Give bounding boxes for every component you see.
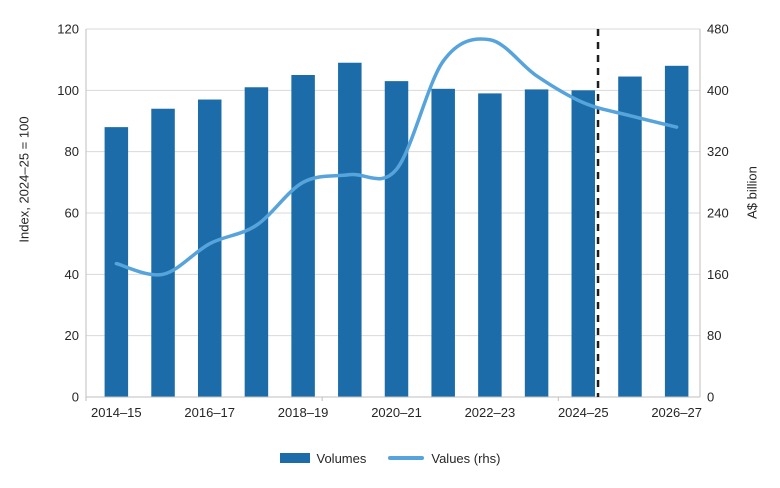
bar-volumes [571, 90, 596, 397]
right-axis-tick-label: 400 [707, 83, 729, 98]
right-axis-title: A$ billion [744, 166, 760, 219]
values-line-swatch-icon [388, 456, 425, 460]
x-axis-label: 2022–23 [465, 405, 516, 420]
x-axis-label: 2024–25 [558, 405, 609, 420]
right-axis-tick-label: 160 [707, 267, 729, 282]
legend: Volumes Values (rhs) [0, 447, 780, 469]
legend-item-values: Values (rhs) [388, 450, 501, 466]
bar-volumes [618, 76, 642, 398]
bar-volumes [478, 93, 502, 398]
left-axis-tick-label: 100 [57, 83, 79, 98]
bar-volumes [384, 81, 409, 397]
legend-item-volumes: Volumes [279, 450, 367, 466]
legend-label-values: Values (rhs) [431, 450, 501, 466]
left-axis-tick-label: 80 [65, 144, 79, 159]
volumes-swatch-icon [279, 453, 310, 463]
right-axis-tick-label: 0 [707, 390, 714, 405]
bar-volumes [244, 87, 269, 398]
x-axis-label: 2016–17 [184, 405, 235, 420]
bar-volumes [291, 75, 315, 397]
x-axis-label: 2026–27 [651, 405, 702, 420]
bar-volumes [197, 99, 222, 398]
bar-volumes [664, 65, 689, 398]
legend-label-volumes: Volumes [316, 450, 367, 466]
values-line [114, 37, 679, 277]
left-axis-tick-label: 20 [65, 328, 79, 343]
left-axis-tick-label: 120 [57, 22, 79, 37]
left-axis-tick-label: 60 [65, 206, 79, 221]
x-axis-label: 2014–15 [91, 405, 142, 420]
bar-volumes [338, 62, 362, 397]
left-axis-title: Index, 2024–25 = 100 [16, 116, 32, 243]
x-axis-label: 2020–21 [371, 405, 422, 420]
right-axis-tick-label: 80 [707, 328, 721, 343]
left-axis-tick-label: 0 [72, 390, 79, 405]
bar-volumes [524, 89, 549, 397]
bar-volumes [151, 108, 175, 397]
right-axis-tick-label: 240 [707, 206, 729, 221]
left-axis-tick-label: 40 [65, 267, 79, 282]
bar-volumes [431, 88, 455, 398]
x-axis-label: 2018–19 [278, 405, 329, 420]
right-axis-tick-label: 480 [707, 22, 729, 37]
right-axis-tick-label: 320 [707, 144, 729, 159]
